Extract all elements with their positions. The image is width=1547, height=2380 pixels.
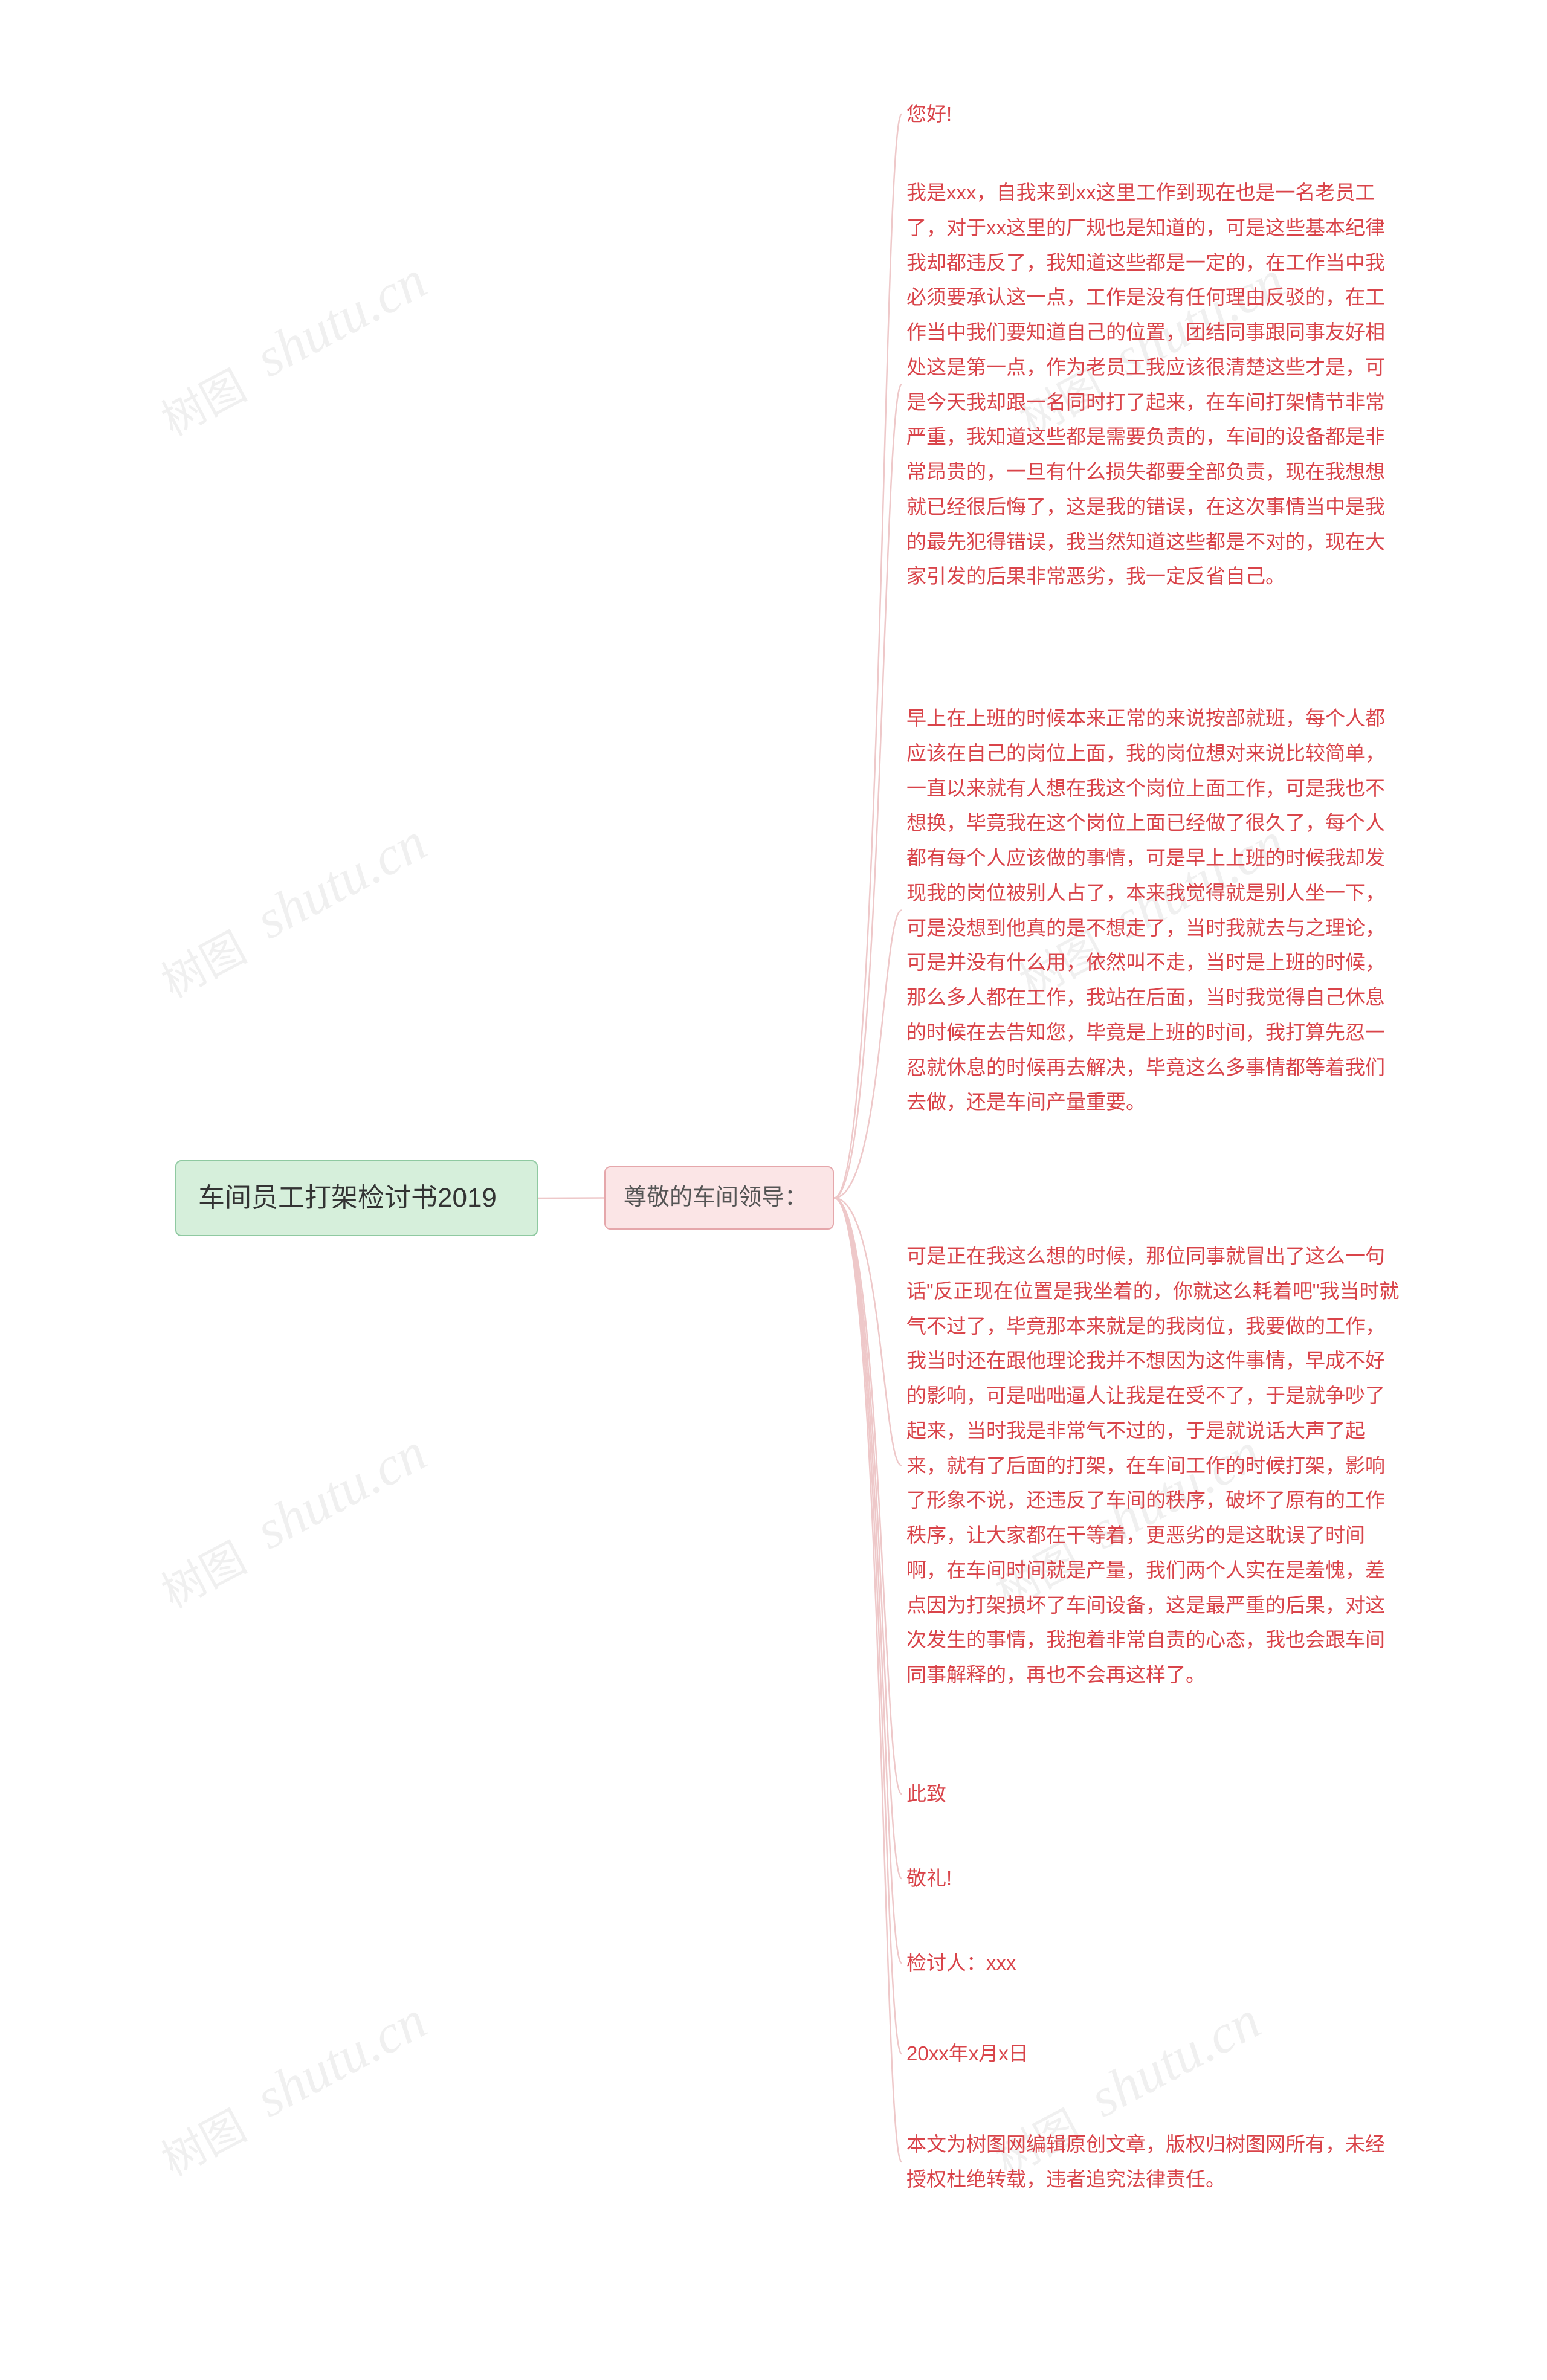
leaf-node-5[interactable]: 敬礼! [906, 1861, 1402, 1896]
leaf-node-6[interactable]: 检讨人：xxx [906, 1946, 1402, 1981]
mid-node[interactable]: 尊敬的车间领导： [604, 1166, 834, 1230]
leaf-text: 您好! [906, 97, 1402, 132]
leaf-node-3[interactable]: 可是正在我这么想的时候，那位同事就冒出了这么一句话"反正现在位置是我坐着的，你就… [906, 1239, 1402, 1692]
leaf-text: 20xx年x月x日 [906, 2036, 1402, 2071]
root-node[interactable]: 车间员工打架检讨书2019 [175, 1160, 538, 1236]
leaf-text: 此致 [906, 1776, 1402, 1811]
leaf-text: 本文为树图网编辑原创文章，版权归树图网所有，未经授权杜绝转载，违者追究法律责任。 [906, 2127, 1402, 2197]
mindmap-canvas: 树图 shutu.cn 树图 shutu.cn 树图 shutu.cn 树图 shut… [0, 0, 1547, 2380]
leaf-text: 早上在上班的时候本来正常的来说按部就班，每个人都应该在自己的岗位上面，我的岗位想… [906, 701, 1402, 1120]
leaf-node-2[interactable]: 早上在上班的时候本来正常的来说按部就班，每个人都应该在自己的岗位上面，我的岗位想… [906, 701, 1402, 1120]
watermark: 树图 shutu.cn [146, 1989, 439, 2188]
leaf-text: 检讨人：xxx [906, 1946, 1402, 1981]
watermark: 树图 shutu.cn [146, 811, 439, 1010]
watermark: 树图 shutu.cn [146, 1421, 439, 1620]
leaf-text: 敬礼! [906, 1861, 1402, 1896]
leaf-node-7[interactable]: 20xx年x月x日 [906, 2036, 1402, 2071]
leaf-node-4[interactable]: 此致 [906, 1776, 1402, 1811]
leaf-text: 我是xxx，自我来到xx这里工作到现在也是一名老员工了，对于xx这里的厂规也是知… [906, 175, 1402, 594]
leaf-node-1[interactable]: 我是xxx，自我来到xx这里工作到现在也是一名老员工了，对于xx这里的厂规也是知… [906, 175, 1402, 594]
watermark: 树图 shutu.cn [146, 249, 439, 448]
leaf-node-0[interactable]: 您好! [906, 97, 1402, 132]
leaf-node-8[interactable]: 本文为树图网编辑原创文章，版权归树图网所有，未经授权杜绝转载，违者追究法律责任。 [906, 2127, 1402, 2197]
leaf-text: 可是正在我这么想的时候，那位同事就冒出了这么一句话"反正现在位置是我坐着的，你就… [906, 1239, 1402, 1692]
